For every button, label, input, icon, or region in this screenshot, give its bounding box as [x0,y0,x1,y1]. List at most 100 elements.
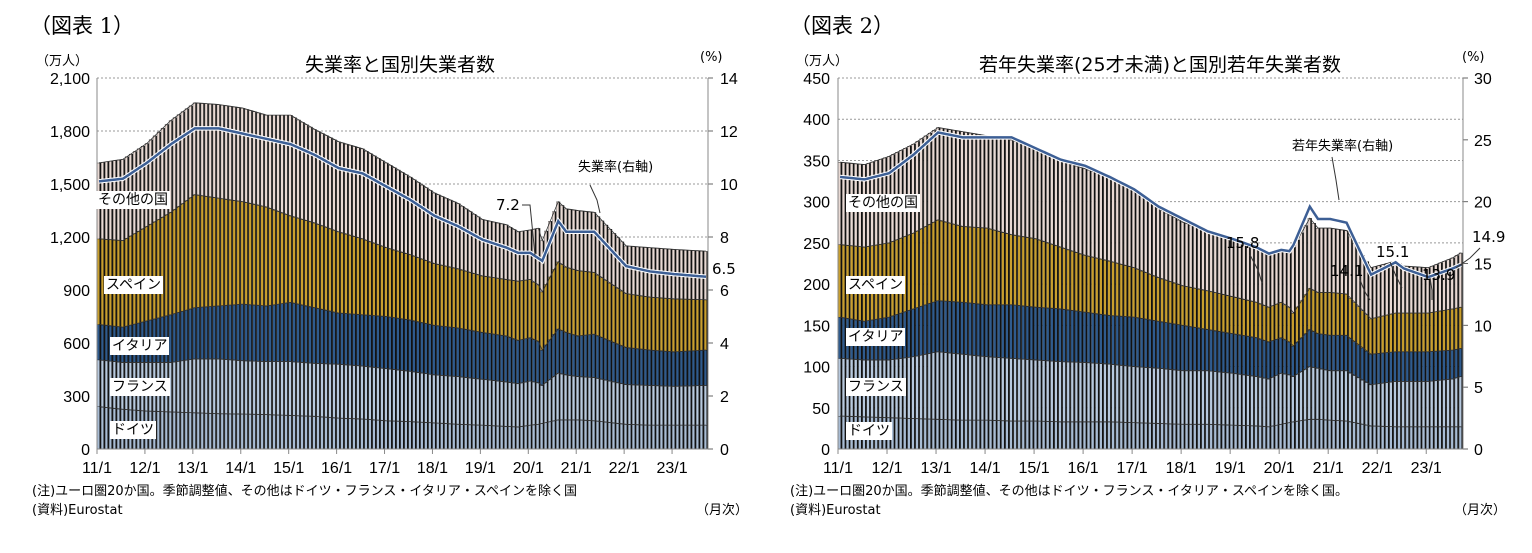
bar-segment-2 [97,324,100,360]
bar-segment-4 [1246,244,1250,301]
bar-segment-3 [261,206,264,306]
bar-segment-1 [560,374,563,420]
bar-segment-3 [1295,307,1299,342]
bar-segment-4 [1353,243,1356,303]
bar-segment-0 [292,415,296,449]
bar-segment-0 [209,413,212,449]
bar-segment-3 [296,218,300,305]
bar-segment-1 [372,367,376,420]
bar-segment-3 [360,239,364,315]
bar-segment-2 [516,340,519,384]
bar-segment-4 [572,210,575,270]
bar-segment-2 [1402,352,1405,382]
bar-segment-4 [249,110,252,204]
series-label-italy-2: イタリア [846,328,906,346]
bar-segment-0 [1459,427,1462,449]
bar-segment-4 [245,109,248,203]
bar-segment-1 [185,360,188,413]
bar-segment-4 [137,149,140,232]
bar-segment-2 [1165,322,1168,370]
bar-segment-2 [1283,340,1286,374]
bar-segment-3 [1438,311,1442,351]
bar-segment-1 [360,366,364,419]
bar-segment-1 [1320,369,1323,420]
bar-segment-0 [1254,426,1258,449]
y-tick-label: 1,500 [50,177,90,194]
bar-segment-0 [556,420,559,449]
bar-segment-0 [436,423,439,449]
bar-segment-3 [1030,238,1033,307]
bar-segment-3 [1283,305,1286,340]
bar-segment-3 [388,249,392,318]
bar-segment-1 [1332,371,1335,421]
bar-segment-0 [973,420,976,449]
bar-segment-3 [169,212,172,315]
bar-segment-4 [173,117,176,210]
bar-segment-1 [985,357,988,421]
bar-segment-4 [181,111,184,204]
annotation-14-1: 14.1 [1330,262,1364,280]
bar-segment-3 [944,222,947,302]
bar-segment-0 [1418,427,1421,449]
y2-tick-label: 30 [1474,71,1492,88]
bar-segment-0 [253,414,256,449]
bar-segment-0 [1026,421,1029,449]
bar-segment-4 [1022,144,1025,237]
bar-segment-4 [981,135,984,228]
bar-segment-0 [1455,427,1458,449]
bar-segment-2 [304,306,308,363]
bar-segment-1 [348,365,352,419]
bar-segment-0 [1324,420,1327,449]
bar-segment-3 [993,230,996,305]
bar-segment-2 [512,339,515,384]
bar-segment-3 [919,228,923,307]
y2-tick-label: 8 [720,230,729,247]
bar-segment-1 [1173,370,1176,424]
y-tick-label: 900 [63,283,90,300]
bar-segment-2 [596,336,599,379]
bar-segment-1 [1426,381,1429,427]
bar-segment-1 [432,375,435,423]
bar-segment-0 [604,422,607,449]
bar-segment-2 [1303,333,1307,370]
bar-segment-0 [1156,423,1160,449]
bar-segment-3 [249,203,252,305]
annotation-15-1: 15.1 [1376,243,1410,261]
annotation-rate-2: 若年失業率(右軸) [1292,139,1394,154]
bar-segment-2 [1140,318,1143,368]
stack-boundary-3 [840,219,1462,320]
bar-segment-4 [944,129,947,223]
bar-segment-0 [1214,424,1217,449]
bar-segment-0 [536,424,539,449]
bar-segment-2 [217,306,220,359]
bar-segment-1 [612,382,615,423]
bar-segment-0 [380,420,384,449]
bar-segment-3 [532,282,535,340]
bar-segment-3 [1046,243,1049,309]
bar-segment-4 [1455,255,1458,309]
bar-segment-4 [320,133,324,226]
bar-segment-2 [1254,338,1258,377]
bar-segment-3 [560,264,563,331]
bar-segment-1 [1116,365,1119,423]
bar-segment-2 [292,303,296,362]
bar-segment-3 [1406,313,1409,352]
bar-segment-1 [1267,379,1270,427]
bar-segment-1 [484,380,487,426]
bar-segment-2 [696,350,699,386]
bar-segment-1 [97,360,100,407]
bar-segment-2 [237,304,240,361]
bar-segment-4 [185,109,188,201]
bar-segment-1 [672,386,675,426]
bar-segment-1 [492,380,495,426]
bar-segment-1 [1308,366,1311,420]
bar-segment-1 [428,374,431,423]
bar-segment-4 [628,246,631,295]
bar-segment-1 [1246,375,1250,426]
bar-segment-4 [1116,181,1119,264]
bar-segment-4 [512,229,515,281]
bar-segment-4 [584,211,587,272]
bar-segment-2 [360,315,364,366]
bar-segment-0 [1361,424,1364,449]
bar-segment-4 [1136,192,1139,270]
